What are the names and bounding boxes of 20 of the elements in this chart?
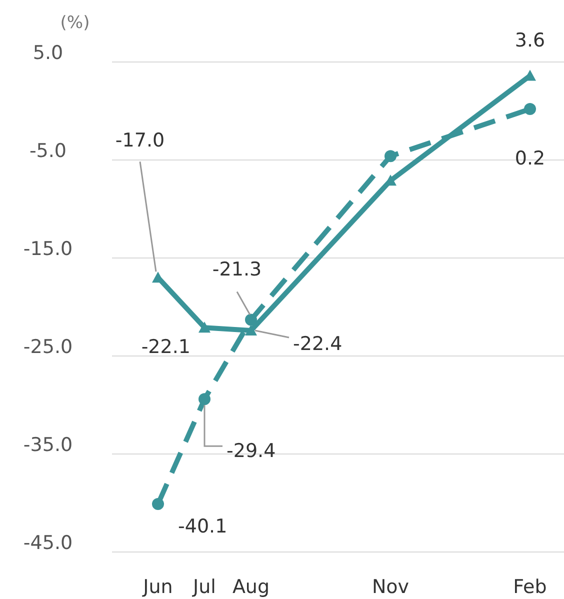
y-axis-title: (%): [60, 13, 90, 33]
data-label: -21.3: [212, 258, 262, 280]
y-tick-label: -45.0: [23, 532, 73, 554]
x-tick-label: Aug: [232, 576, 270, 598]
data-label: 0.2: [514, 148, 546, 170]
data-label: -22.1: [141, 336, 190, 358]
data-label: -40.1: [178, 516, 228, 538]
data-label: 3.6: [514, 29, 546, 52]
y-tick-label: 5.0: [32, 42, 64, 64]
y-tick-label: -25.0: [23, 336, 73, 358]
x-tick-label: Nov: [372, 576, 410, 598]
y-tick-label: -5.0: [29, 140, 67, 162]
y-tick-label: -35.0: [23, 434, 73, 456]
data-label: -17.0: [115, 129, 165, 152]
x-tick-label: Jun: [142, 576, 173, 598]
y-tick-label: -15.0: [23, 238, 73, 260]
data-label: -22.4: [293, 333, 342, 356]
x-tick-label: Jul: [192, 576, 216, 598]
data-label: -29.4: [226, 440, 276, 462]
x-tick-label: Feb: [513, 576, 547, 598]
